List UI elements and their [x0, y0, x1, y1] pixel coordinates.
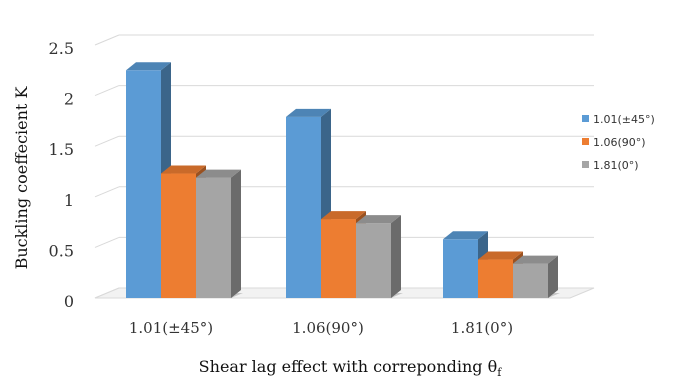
bar-side	[231, 169, 241, 298]
bar	[356, 215, 403, 298]
bar-top	[196, 169, 241, 178]
bar-top	[478, 251, 523, 260]
y-tick-label: 2.5	[49, 39, 74, 58]
bar-front	[196, 177, 231, 298]
bar-front	[126, 70, 161, 298]
y-axis-ticks: 0 0.5 1 1.5 2 2.5	[49, 39, 74, 311]
legend-swatch	[582, 161, 589, 168]
gridline	[94, 85, 120, 97]
bar-front	[513, 263, 548, 298]
bar-front	[356, 223, 391, 298]
x-category-label: 1.01(±45°)	[129, 319, 213, 337]
x-category-label: 1.06(90°)	[292, 319, 364, 337]
bar-front	[443, 239, 478, 298]
bar-front	[161, 173, 196, 298]
y-tick-label: 1.5	[49, 140, 74, 159]
legend-label: 1.01(±45°)	[593, 113, 655, 126]
bar-top	[443, 231, 488, 240]
y-tick-label: 0.5	[49, 241, 74, 260]
gridline	[94, 236, 120, 248]
bar-front	[286, 116, 321, 299]
bar	[286, 108, 333, 299]
legend-label: 1.81(0°)	[593, 159, 639, 172]
bar-front	[478, 259, 513, 298]
legend: 1.01(±45°) 1.06(90°) 1.81(0°)	[582, 113, 655, 172]
y-tick-label: 2	[64, 90, 74, 109]
bar-side	[548, 255, 558, 298]
bar	[513, 255, 560, 298]
y-axis-title: Buckling coeffecient K	[12, 86, 31, 270]
legend-swatch	[582, 115, 589, 122]
bars	[126, 62, 560, 299]
gridline	[94, 186, 120, 198]
y-tick-label: 1	[64, 191, 74, 210]
gridline	[94, 34, 120, 46]
legend-swatch	[582, 138, 589, 145]
x-axis-categories: 1.01(±45°) 1.06(90°) 1.81(0°)	[129, 319, 513, 337]
y-tick-label: 0	[64, 292, 74, 311]
bar-top	[286, 108, 331, 117]
bar-front	[321, 219, 356, 298]
bar-top	[126, 62, 171, 71]
legend-label: 1.06(90°)	[593, 136, 646, 149]
bar-top	[513, 255, 558, 264]
bar-top	[161, 165, 206, 174]
gridline	[94, 135, 120, 147]
bar-side	[391, 215, 401, 298]
x-axis-title-text: Shear lag effect with correponding θ	[199, 357, 498, 376]
x-axis-title: Shear lag effect with correponding θf	[199, 357, 503, 379]
bar-top	[356, 215, 401, 224]
x-category-label: 1.81(0°)	[451, 319, 513, 337]
x-axis-title-subscript: f	[497, 366, 502, 379]
bar	[196, 169, 243, 298]
bar-top	[321, 211, 366, 220]
